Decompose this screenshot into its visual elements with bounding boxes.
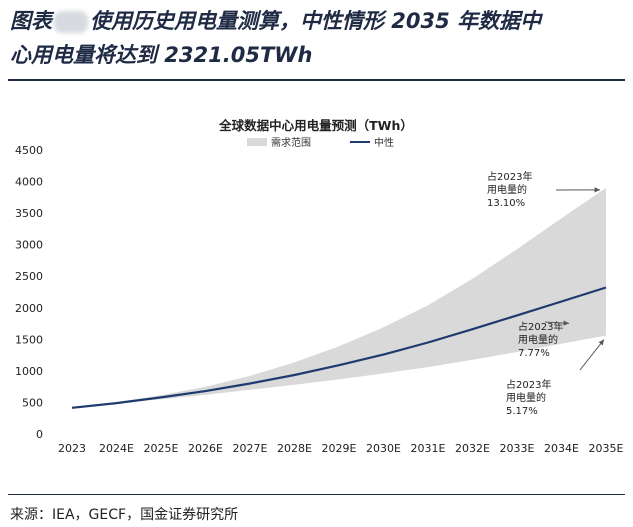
source-note: 来源：IEA，GECF，国金证券研究所 (10, 507, 239, 523)
y-tick-label: 500 (22, 396, 43, 409)
legend-swatch-range (247, 138, 267, 146)
x-tick-label: 2025E (144, 442, 179, 455)
annotation-text: 用电量的 (518, 333, 558, 346)
annotation-text: 占2023年 (518, 320, 563, 333)
neutral-series-line (71, 286, 607, 409)
x-tick-label: 2026E (188, 442, 223, 455)
y-tick-label: 2000 (15, 302, 43, 315)
report-title: 图表 使用历史用电量测算，中性情形 2035 年数据中 心用电量将达到 2321.… (10, 4, 625, 72)
x-tick-label: 2028E (277, 442, 312, 455)
y-tick-label: 2500 (15, 270, 43, 283)
annotation-text: 5.17% (506, 406, 538, 417)
title-divider (8, 79, 625, 81)
annotation-text: 占2023年 (487, 170, 532, 183)
x-tick-label: 2023 (58, 442, 86, 455)
y-tick-label: 1500 (15, 333, 43, 346)
x-tick-label: 2035E (589, 442, 624, 455)
chart-title: 全球数据中心用电量预测（TWh） (218, 118, 413, 133)
x-tick-label: 2033E (500, 442, 535, 455)
footer-divider (8, 494, 625, 495)
annotation-arrow (579, 339, 605, 371)
y-tick-label: 1000 (15, 365, 43, 378)
redacted-figure-number (54, 11, 88, 33)
y-tick-label: 0 (36, 428, 43, 441)
legend-label-neutral: 中性 (374, 136, 394, 149)
title-line-2: 心用电量将达到 2321.05TWh (10, 43, 313, 67)
annotation-text: 7.77% (518, 348, 550, 359)
y-tick-label: 3500 (15, 207, 43, 220)
x-tick-label: 2027E (233, 442, 268, 455)
y-tick-label: 4000 (15, 176, 43, 189)
annotation-arrowhead (594, 187, 600, 193)
x-tick-label: 2024E (99, 442, 134, 455)
annotation-text: 用电量的 (506, 391, 546, 404)
annotation-text: 占2023年 (506, 378, 551, 391)
annotation-text: 用电量的 (487, 183, 527, 196)
x-tick-label: 2032E (455, 442, 490, 455)
annotation-arrowhead (563, 320, 569, 326)
y-tick-label: 3000 (15, 239, 43, 252)
annotation-text: 13.10% (487, 198, 525, 209)
annotation-arrowhead (598, 339, 604, 346)
title-line-1: 图表 使用历史用电量测算，中性情形 2035 年数据中 (10, 9, 542, 33)
x-tick-label: 2030E (366, 442, 401, 455)
x-tick-label: 2034E (544, 442, 579, 455)
x-tick-label: 2029E (322, 442, 357, 455)
demand-range-band (72, 187, 606, 408)
y-tick-label: 4500 (15, 144, 43, 157)
legend-label-range: 需求范围 (271, 136, 311, 149)
x-tick-label: 2031E (411, 442, 446, 455)
